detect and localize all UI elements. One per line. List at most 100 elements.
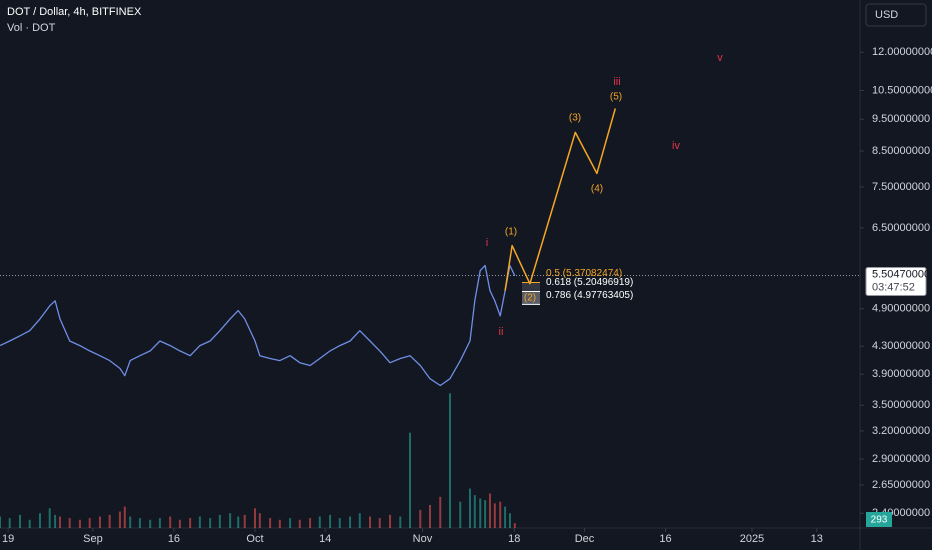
volume-bar (473, 495, 476, 528)
volume-bar (278, 519, 281, 528)
volume-bar (493, 503, 496, 528)
volume-bar (243, 514, 246, 528)
volume-bar (138, 518, 141, 528)
volume-bar (169, 516, 172, 528)
volume-bar (389, 514, 392, 528)
y-tick-label: 2.65000000 (872, 479, 930, 491)
currency-button[interactable] (865, 3, 927, 27)
x-tick-label: Nov (413, 533, 433, 545)
volume-bar (48, 508, 51, 528)
x-tick-label: 2025 (740, 533, 764, 545)
y-tick-label: 6.50000000 (872, 222, 930, 234)
volume-bar (129, 516, 132, 528)
volume-bar (309, 518, 312, 528)
sub-wave-label: (2) (524, 293, 536, 304)
volume-bar (38, 513, 41, 528)
volume-bar (118, 511, 121, 528)
y-tick-label: 4.90000000 (872, 303, 930, 315)
currency-label[interactable]: USD (875, 9, 898, 21)
volume-bar (378, 518, 381, 528)
volume-bar (54, 514, 57, 528)
volume-bar (338, 518, 341, 528)
y-tick-label: 2.90000000 (872, 453, 930, 465)
y-tick-label: 8.50000000 (872, 145, 930, 157)
sub-wave-label: (1) (505, 227, 517, 238)
x-tick-label: 13 (811, 533, 823, 545)
volume-bar (158, 518, 161, 528)
volume-bar (237, 516, 240, 528)
last-price-label: 5.50470000 (872, 268, 930, 280)
fib-label: 0.786 (4.97763405) (546, 290, 633, 301)
x-tick-label: 16 (168, 533, 180, 545)
price-line (0, 264, 516, 387)
volume-bar (123, 506, 126, 528)
volume-bar (369, 516, 372, 528)
volume-bar (0, 516, 1, 528)
volume-bar (229, 513, 232, 528)
volume-bar (209, 518, 212, 528)
volume-bar (98, 516, 101, 528)
chart-title: DOT / Dollar, 4h, BITFINEX (7, 6, 142, 18)
x-tick-label: 16 (659, 533, 671, 545)
fib-label: 0.618 (5.20496919) (546, 277, 633, 288)
wave-label: iii (613, 76, 620, 88)
y-tick-label: 12.00000000 (872, 46, 932, 58)
last-volume-tag (866, 512, 892, 527)
volume-bar (488, 493, 491, 528)
volume-bar (499, 501, 502, 528)
volume-bar (479, 498, 482, 528)
wave-label: i (486, 237, 488, 249)
countdown-label: 03:47:52 (872, 281, 915, 293)
volume-bar (513, 523, 516, 528)
x-tick-label: Oct (246, 533, 263, 545)
sub-wave-label: (3) (569, 113, 581, 124)
wave-label: v (717, 52, 723, 64)
wave-label: iv (672, 140, 680, 152)
volume-bar (253, 508, 256, 528)
volume-bar (178, 519, 181, 528)
volume-bar (269, 518, 272, 528)
volume-bar (504, 506, 507, 528)
volume-bar (358, 513, 361, 528)
last-volume-label: 293 (871, 515, 888, 526)
volume-bar (298, 519, 301, 528)
volume-bar (429, 505, 431, 528)
y-tick-label: 9.50000000 (872, 113, 930, 125)
volume-bar (439, 496, 442, 528)
volume-bar (28, 519, 31, 528)
volume-bar (349, 516, 352, 528)
volume-bar (149, 519, 152, 528)
volume-bar (459, 501, 462, 528)
volume-bar (18, 514, 21, 528)
last-price-tag (865, 266, 927, 296)
volume-bar (8, 518, 11, 528)
y-tick-label: 3.90000000 (872, 368, 930, 380)
volume-bar (198, 516, 201, 528)
x-tick-label: 18 (508, 533, 520, 545)
x-tick-label: Dec (575, 533, 595, 545)
volume-bar (108, 514, 111, 528)
volume-bar (68, 518, 71, 528)
y-tick-label: 10.50000000 (872, 84, 932, 96)
volume-bar (448, 393, 451, 528)
sub-wave-label: (4) (591, 184, 603, 195)
volume-bar (58, 516, 61, 528)
volume-bar (419, 509, 422, 528)
fib-zone (522, 282, 540, 292)
fib-label: 0.5 (5.37082474) (546, 268, 622, 279)
x-tick-label: 14 (319, 533, 331, 545)
projection-line (504, 108, 617, 291)
volume-bar (399, 516, 402, 528)
volume-bar (258, 513, 261, 528)
volume-bar (289, 518, 292, 528)
volume-bar (218, 514, 221, 528)
volume-bar (508, 513, 511, 528)
volume-bar (318, 516, 321, 528)
wave-label: ii (499, 326, 504, 338)
volume-bar (88, 518, 91, 528)
volume-bar (329, 514, 332, 528)
volume-bar (189, 518, 192, 528)
volume-bar (484, 500, 487, 528)
